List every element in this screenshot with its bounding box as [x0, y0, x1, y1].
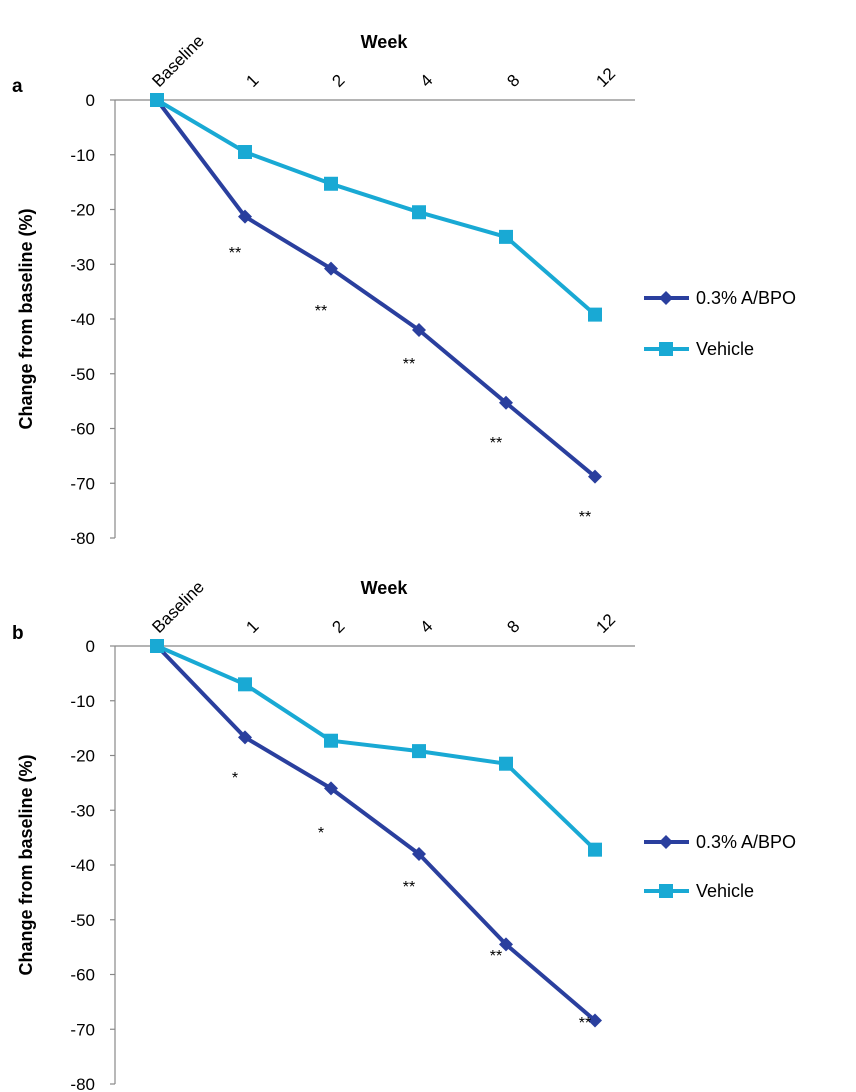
data-point-diamond	[499, 395, 513, 410]
y-tick-label: 0	[86, 637, 95, 656]
data-point-square	[499, 756, 513, 771]
data-point-diamond	[412, 847, 426, 862]
significance-marker: **	[403, 879, 415, 896]
x-tick-label: 2	[328, 617, 348, 637]
legend: 0.3% A/BPO Vehicle	[644, 288, 796, 359]
significance-marker: **	[579, 509, 591, 526]
legend-marker-diamond	[659, 291, 673, 305]
chart-panel-a: a Week Change from baseline (%) 0 -10 -20 -…	[12, 31, 796, 548]
x-tick-label: 1	[242, 71, 262, 91]
y-tick-label: -30	[70, 801, 95, 820]
x-axis-title: Week	[361, 32, 409, 52]
data-point-diamond	[324, 781, 338, 796]
data-point-square	[588, 842, 602, 857]
series-line	[155, 98, 597, 479]
data-point-square	[412, 205, 426, 220]
y-tick-label: -70	[70, 1020, 95, 1039]
x-tick-label: 2	[328, 71, 348, 91]
x-axis-title: Week	[361, 578, 409, 598]
y-axis-title: Change from baseline (%)	[16, 208, 36, 429]
y-tick-label: -60	[70, 420, 95, 439]
y-tick-label: -60	[70, 966, 95, 985]
data-point-diamond	[588, 469, 602, 484]
y-tick-label: -10	[70, 692, 95, 711]
x-tick-label: Baseline	[148, 31, 208, 91]
y-tick-group: 0 -10 -20 -30 -40 -50 -60 -70 -80	[70, 91, 115, 548]
data-point-diamond	[238, 730, 252, 745]
legend: 0.3% A/BPO Vehicle	[644, 832, 796, 901]
legend-label: 0.3% A/BPO	[696, 832, 796, 852]
data-point-square	[588, 307, 602, 322]
data-point-square	[150, 93, 164, 107]
series-line	[155, 98, 597, 317]
data-point-square	[412, 744, 426, 759]
y-tick-group: 0 -10 -20 -30 -40 -50 -60 -70 -80	[70, 637, 115, 1092]
legend-label: Vehicle	[696, 339, 754, 359]
data-point-diamond	[499, 937, 513, 952]
significance-group: ********	[232, 770, 591, 1032]
data-point-square	[499, 229, 513, 244]
x-tick-label: 4	[416, 617, 436, 637]
x-tick-label: Baseline	[148, 577, 208, 637]
x-tick-label: 12	[592, 610, 619, 637]
y-tick-label: -30	[70, 255, 95, 274]
significance-marker: **	[315, 303, 327, 320]
y-tick-label: -50	[70, 911, 95, 930]
series-group	[150, 639, 602, 1028]
significance-marker: **	[229, 245, 241, 262]
data-point-diamond	[412, 322, 426, 337]
significance-group: ** ** ** ** **	[229, 245, 591, 526]
legend-label: Vehicle	[696, 881, 754, 901]
data-point-diamond	[588, 1013, 602, 1028]
significance-marker: **	[403, 356, 415, 373]
data-point-square	[324, 733, 338, 748]
data-point-square	[238, 677, 252, 692]
x-tick-label: 1	[242, 617, 262, 637]
series-line	[155, 644, 597, 1023]
significance-marker: **	[490, 435, 502, 452]
significance-marker: **	[579, 1015, 591, 1032]
y-tick-label: -20	[70, 201, 95, 220]
significance-marker: **	[490, 948, 502, 965]
y-tick-label: -10	[70, 146, 95, 165]
y-tick-label: -50	[70, 365, 95, 384]
data-point-square	[324, 176, 338, 191]
x-tick-label: 8	[503, 71, 523, 91]
data-point-square	[238, 145, 252, 160]
data-point-diamond	[238, 209, 252, 224]
y-axis-title: Change from baseline (%)	[16, 754, 36, 975]
y-tick-label: -80	[70, 1075, 95, 1092]
y-tick-label: -70	[70, 474, 95, 493]
y-tick-label: -20	[70, 747, 95, 766]
significance-marker: *	[318, 825, 324, 842]
significance-marker: *	[232, 770, 238, 787]
y-tick-label: -80	[70, 529, 95, 548]
panel-label: a	[12, 76, 23, 97]
series-line	[156, 644, 597, 852]
legend-marker-square	[659, 884, 673, 898]
data-point-diamond	[324, 261, 338, 276]
legend-marker-diamond	[659, 835, 673, 849]
chart-panel-b: b Week Change from baseline (%) 0 -10 -20 -…	[12, 577, 796, 1092]
y-tick-label: -40	[70, 856, 95, 875]
panel-label: b	[12, 623, 24, 644]
data-point-square	[150, 639, 164, 653]
legend-label: 0.3% A/BPO	[696, 288, 796, 308]
y-tick-label: 0	[86, 91, 95, 110]
legend-marker-square	[659, 342, 673, 356]
y-tick-label: -40	[70, 310, 95, 329]
series-group	[150, 93, 602, 484]
x-tick-label: 4	[416, 71, 436, 91]
x-tick-label: 12	[592, 64, 619, 91]
x-tick-label: 8	[503, 617, 523, 637]
